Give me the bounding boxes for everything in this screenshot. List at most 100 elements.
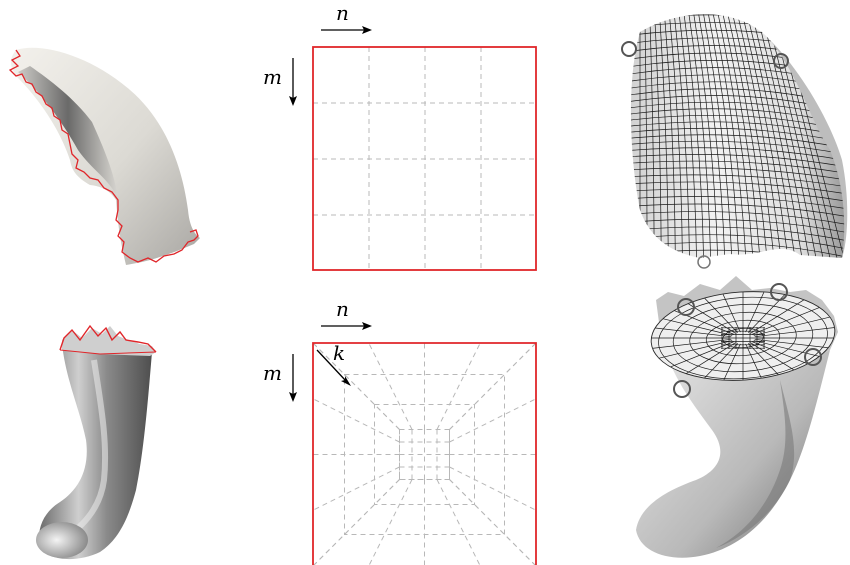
cap-spoke-20 bbox=[720, 289, 741, 333]
cap-spoke-15 bbox=[648, 326, 732, 338]
bottom-marker-top-left bbox=[677, 298, 695, 316]
bottom-grid-lines bbox=[313, 343, 536, 565]
cap-ring-3 bbox=[672, 303, 814, 373]
cap-spoke-19 bbox=[699, 292, 739, 333]
top-right-surface bbox=[621, 14, 848, 269]
bottom-n-label: n bbox=[336, 297, 349, 321]
spoke-3 bbox=[313, 343, 400, 430]
cap-spoke-22 bbox=[745, 289, 766, 333]
mesh-row-26 bbox=[630, 196, 845, 210]
bottom-mesh-lines bbox=[648, 288, 838, 387]
bottom-marker-left bbox=[673, 380, 691, 398]
top-parameter-domain: n m bbox=[263, 1, 537, 271]
spoke-15 bbox=[436, 343, 481, 430]
mesh-col-12 bbox=[697, 14, 726, 259]
mesh-col-25 bbox=[760, 14, 818, 259]
mesh-row-30 bbox=[630, 226, 845, 242]
mesh-row-29 bbox=[630, 218, 845, 234]
bottom-m-label: m bbox=[263, 361, 282, 385]
bottom-n-arrow bbox=[321, 322, 372, 330]
mesh-row-34 bbox=[630, 257, 845, 259]
ring-2 bbox=[374, 404, 475, 505]
top-mesh-body bbox=[630, 14, 845, 259]
bottom-domain-boundary bbox=[312, 342, 537, 565]
mesh-col-11 bbox=[692, 14, 719, 259]
mesh-row-28 bbox=[630, 211, 845, 226]
tube-boundary bbox=[59, 324, 157, 353]
mesh-col-19 bbox=[731, 14, 775, 259]
spoke-2 bbox=[313, 479, 400, 565]
shell-boundary bbox=[8, 49, 199, 263]
mesh-col-3 bbox=[654, 14, 662, 259]
mesh-row-21 bbox=[630, 160, 845, 175]
top-m-arrow bbox=[289, 58, 297, 106]
spoke-17 bbox=[313, 479, 400, 565]
spoke-14 bbox=[436, 479, 481, 565]
mesh-col-24 bbox=[755, 14, 811, 259]
mesh-col-6 bbox=[668, 14, 683, 259]
ring-1 bbox=[399, 429, 450, 480]
top-n-arrow bbox=[321, 26, 372, 34]
spoke-12 bbox=[449, 466, 536, 511]
mesh-row-20 bbox=[630, 154, 845, 168]
spoke-4 bbox=[449, 398, 536, 443]
shell-inner bbox=[18, 66, 118, 198]
cap-spoke-9 bbox=[699, 343, 739, 384]
tube-boundary-back bbox=[59, 349, 157, 355]
spoke-7 bbox=[368, 343, 413, 430]
top-grid-lines bbox=[313, 47, 536, 270]
mesh-col-4 bbox=[658, 14, 669, 259]
bottom-k-arrow bbox=[316, 349, 351, 386]
mesh-col-16 bbox=[716, 14, 754, 259]
mesh-col-8 bbox=[678, 14, 697, 259]
mesh-row-25 bbox=[630, 188, 845, 203]
mesh-col-17 bbox=[721, 14, 761, 259]
bottom-marker-right bbox=[804, 348, 822, 366]
cap-spoke-1 bbox=[754, 338, 838, 350]
mesh-col-9 bbox=[683, 14, 704, 259]
spoke-13 bbox=[313, 466, 400, 511]
tube-tip bbox=[36, 522, 88, 558]
cap-spoke-27 bbox=[754, 326, 838, 338]
cap-spoke-13 bbox=[648, 338, 732, 350]
cap-spoke-26 bbox=[753, 315, 834, 336]
mesh-col-18 bbox=[726, 14, 768, 259]
bottom-mesh-cap-edge bbox=[650, 291, 836, 381]
bottom-parameter-domain: n m k bbox=[263, 297, 537, 565]
bottom-m-arrow bbox=[289, 354, 297, 402]
bottom-k-label: k bbox=[333, 341, 345, 365]
cap-ring-4 bbox=[658, 296, 828, 380]
mesh-col-10 bbox=[687, 14, 712, 259]
mesh-row-18 bbox=[630, 140, 845, 156]
mesh-row-24 bbox=[630, 181, 845, 195]
tube-highlight bbox=[58, 359, 109, 543]
spoke-19 bbox=[449, 343, 536, 430]
top-m-label: m bbox=[263, 65, 282, 89]
bottom-marker-top-right bbox=[770, 283, 788, 301]
mesh-col-23 bbox=[750, 14, 803, 259]
spoke-16 bbox=[449, 479, 536, 565]
mesh-col-21 bbox=[741, 14, 789, 259]
top-marker-left bbox=[621, 41, 637, 57]
tube-body bbox=[38, 344, 152, 560]
bottom-right-surface bbox=[636, 276, 838, 558]
mesh-row-23 bbox=[630, 174, 845, 188]
spoke-6 bbox=[368, 479, 413, 565]
top-n-label: n bbox=[336, 1, 349, 25]
top-marker-right bbox=[773, 53, 789, 69]
mesh-row-22 bbox=[630, 167, 845, 181]
mesh-col-15 bbox=[712, 14, 747, 259]
cap-ring-0 bbox=[722, 327, 764, 349]
top-marker-bottom bbox=[697, 255, 711, 269]
tube-top-cap bbox=[62, 326, 156, 356]
cap-ring-2 bbox=[689, 311, 797, 365]
mesh-row-16 bbox=[630, 127, 845, 144]
cap-spoke-8 bbox=[720, 343, 741, 387]
bottom-left-surface bbox=[36, 324, 157, 560]
mesh-col-5 bbox=[663, 14, 676, 259]
top-domain-boundary bbox=[312, 46, 537, 271]
mesh-row-19 bbox=[630, 147, 845, 162]
mesh-col-2 bbox=[649, 14, 655, 259]
mesh-row-27 bbox=[630, 203, 845, 218]
